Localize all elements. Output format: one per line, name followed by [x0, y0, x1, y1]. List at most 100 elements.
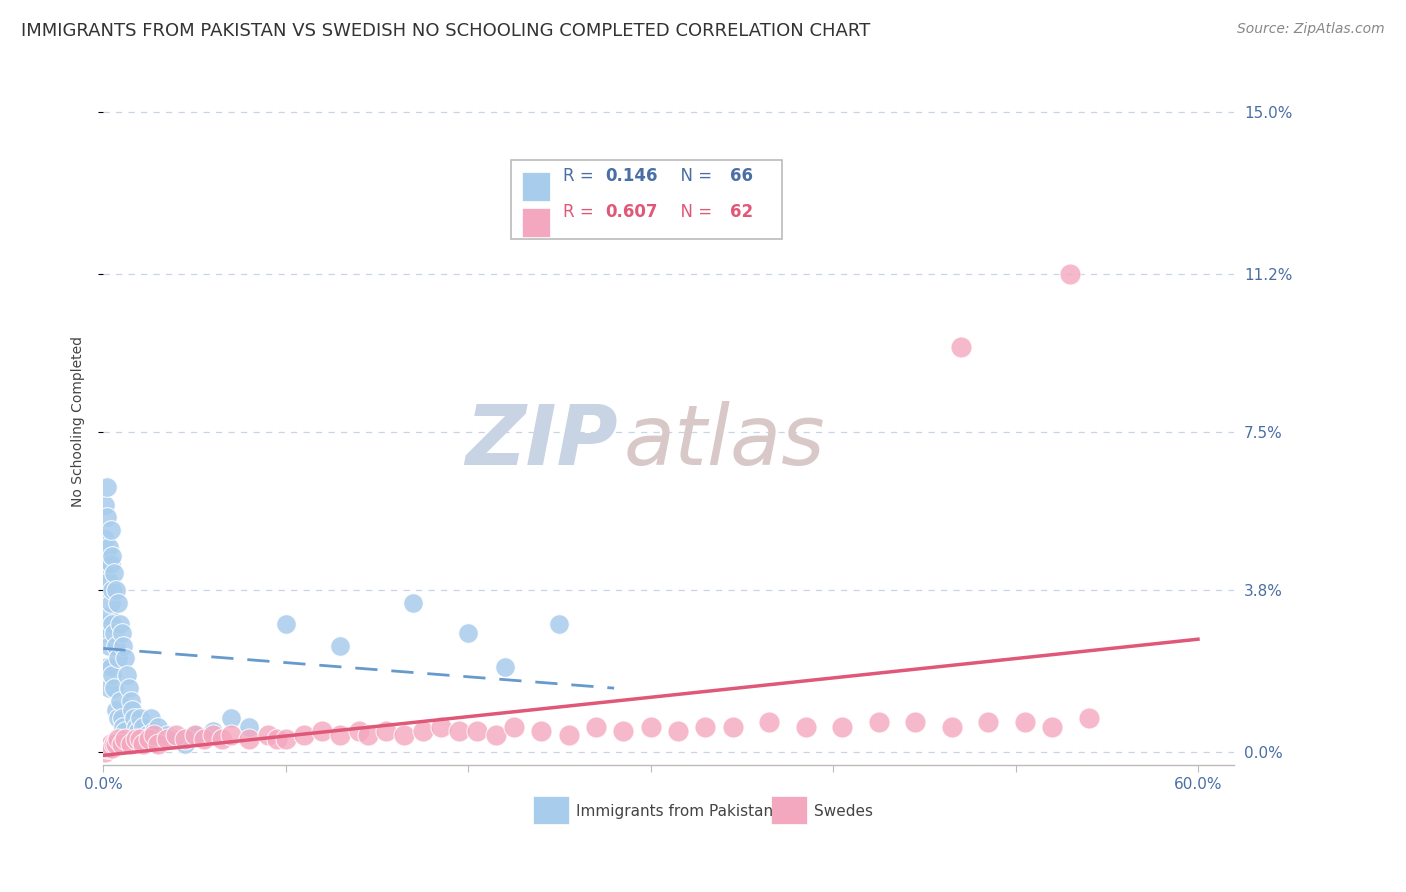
Text: N =: N =: [671, 202, 717, 220]
Text: 66: 66: [730, 167, 754, 185]
Point: [121, 702, 143, 716]
Point: [100, 523, 122, 537]
Point: [110, 737, 132, 751]
Point: [143, 728, 166, 742]
Bar: [522, 208, 550, 237]
Point: [465, 723, 488, 738]
Point: [114, 651, 136, 665]
Point: [347, 723, 370, 738]
Point: [266, 732, 288, 747]
Text: R =: R =: [562, 167, 599, 185]
Point: [107, 651, 129, 665]
Point: [138, 732, 160, 747]
Text: 0.607: 0.607: [606, 202, 658, 220]
Text: Swedes: Swedes: [814, 804, 873, 819]
Point: [96, 660, 118, 674]
Text: ZIP: ZIP: [465, 401, 619, 483]
Point: [103, 737, 125, 751]
Point: [101, 741, 124, 756]
Point: [94, 566, 117, 580]
Point: [183, 728, 205, 742]
Point: [114, 732, 136, 747]
Y-axis label: No Schooling Completed: No Schooling Completed: [72, 335, 86, 507]
Point: [394, 728, 416, 742]
Point: [794, 720, 817, 734]
Point: [1077, 711, 1099, 725]
Point: [100, 737, 122, 751]
Point: [127, 723, 149, 738]
Point: [105, 582, 128, 597]
Point: [118, 681, 141, 696]
Point: [103, 681, 125, 696]
Point: [1059, 267, 1081, 281]
Point: [105, 639, 128, 653]
Point: [124, 711, 146, 725]
Text: 0.146: 0.146: [606, 167, 658, 185]
Point: [128, 711, 150, 725]
Point: [165, 732, 187, 747]
Point: [132, 737, 155, 751]
Point: [120, 737, 142, 751]
Text: R =: R =: [562, 202, 599, 220]
Point: [110, 711, 132, 725]
Point: [274, 732, 297, 747]
Point: [112, 639, 135, 653]
Point: [128, 732, 150, 747]
Text: N =: N =: [671, 167, 717, 185]
Point: [96, 741, 118, 756]
Point: [165, 728, 187, 742]
Point: [103, 625, 125, 640]
Point: [96, 582, 118, 597]
Point: [101, 668, 124, 682]
Point: [831, 720, 853, 734]
Point: [105, 702, 128, 716]
Point: [585, 720, 607, 734]
Point: [94, 532, 117, 546]
Point: [256, 728, 278, 742]
Point: [329, 639, 352, 653]
Point: [94, 617, 117, 632]
Point: [97, 681, 120, 696]
Point: [174, 737, 197, 751]
Text: Immigrants from Pakistan: Immigrants from Pakistan: [576, 804, 773, 819]
Point: [357, 728, 380, 742]
Point: [108, 694, 131, 708]
Point: [274, 617, 297, 632]
FancyBboxPatch shape: [510, 160, 782, 239]
Point: [112, 720, 135, 734]
Point: [219, 711, 242, 725]
Point: [156, 728, 179, 742]
Point: [96, 480, 118, 494]
Point: [457, 625, 479, 640]
Point: [110, 625, 132, 640]
Point: [108, 617, 131, 632]
Point: [201, 728, 224, 742]
Point: [96, 625, 118, 640]
Point: [375, 723, 398, 738]
Point: [402, 596, 425, 610]
Point: [868, 715, 890, 730]
Point: [94, 498, 117, 512]
Point: [146, 737, 169, 751]
Point: [201, 723, 224, 738]
Point: [103, 566, 125, 580]
Point: [758, 715, 780, 730]
Point: [695, 720, 717, 734]
Point: [97, 741, 120, 756]
Point: [97, 574, 120, 589]
Point: [97, 639, 120, 653]
Point: [100, 596, 122, 610]
Point: [120, 694, 142, 708]
Point: [612, 723, 634, 738]
Point: [96, 553, 118, 567]
Point: [100, 558, 122, 572]
Bar: [533, 796, 569, 823]
Point: [502, 720, 524, 734]
Point: [97, 541, 120, 555]
Point: [977, 715, 1000, 730]
Point: [143, 723, 166, 738]
Point: [666, 723, 689, 738]
Point: [530, 723, 553, 738]
Point: [329, 728, 352, 742]
Point: [1040, 720, 1063, 734]
